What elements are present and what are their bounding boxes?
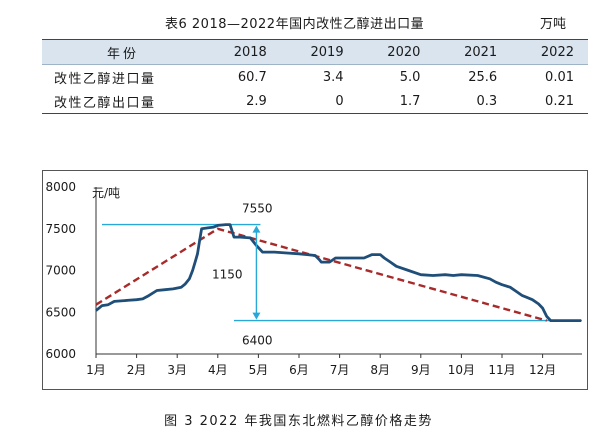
table-row: 改性乙醇出口量 2.9 0 1.7 0.3 0.21 <box>42 89 588 114</box>
high-value-label: 7550 <box>242 202 273 216</box>
y-tick-label: 7000 <box>45 264 76 278</box>
trend-dashed-line <box>95 227 548 322</box>
x-tick-label: 7月 <box>330 363 350 377</box>
table-cell: 5.0 <box>399 69 421 85</box>
y-tick-label: 7500 <box>45 222 76 236</box>
price-line <box>95 223 582 323</box>
table-caption: 表6 2018—2022年国内改性乙醇进出口量 万吨 <box>0 13 597 33</box>
header-cell: 2022 <box>511 39 588 65</box>
table-header-row: 年份 2018 2019 2020 2021 2022 <box>42 39 588 65</box>
header-cell: 2020 <box>357 39 435 65</box>
table-title: 表6 2018—2022年国内改性乙醇进出口量 <box>165 17 425 32</box>
table-cell: 1.7 <box>357 89 435 114</box>
x-tick-label: 9月 <box>411 363 431 377</box>
header-cell: 2019 <box>280 39 358 65</box>
x-tick-label: 3月 <box>167 363 187 377</box>
y-tick-label: 6500 <box>45 305 76 319</box>
table-cell: 3.4 <box>322 69 344 85</box>
table-cell: 25.6 <box>468 69 498 85</box>
chart-frame <box>42 170 588 390</box>
row-label: 改性乙醇出口量 <box>42 89 204 114</box>
y-tick-label: 8000 <box>45 180 76 194</box>
table-cell: 60.7 <box>237 69 267 85</box>
y-tick-label: 6000 <box>45 347 76 361</box>
table-cell: 0.3 <box>434 89 512 114</box>
import-export-table: 年份 2018 2019 2020 2021 2022 改性乙醇进口量 60.7… <box>42 39 588 114</box>
x-tick-label: 4月 <box>208 363 228 377</box>
low-value-label: 6400 <box>242 334 273 348</box>
table-unit: 万吨 <box>540 17 567 32</box>
x-tick-label: 10月 <box>448 363 475 377</box>
header-cell: 2021 <box>434 39 512 65</box>
x-tick-label: 6月 <box>289 363 309 377</box>
y-axis-label: 元/吨 <box>92 186 120 200</box>
header-cell-year: 年份 <box>42 39 204 65</box>
range-value-label: 1150 <box>212 268 243 282</box>
table-cell: 0.21 <box>511 89 588 114</box>
x-tick-label: 12月 <box>529 363 556 377</box>
table-cell: 0 <box>280 89 358 114</box>
x-tick-label: 2月 <box>127 363 147 377</box>
header-cell: 2018 <box>204 39 281 65</box>
table-cell: 0.01 <box>545 69 574 85</box>
x-tick-label: 8月 <box>370 363 390 377</box>
figure-caption: 图 3 2022 年我国东北燃料乙醇价格走势 <box>164 414 433 429</box>
price-chart: 8000 7500 7000 6500 6000 元/吨 1月 2月 3月 4月 5月 6月 7月 8月 9… <box>45 180 582 377</box>
range-arrow-head-down <box>252 312 261 320</box>
table-cell: 2.9 <box>204 89 281 114</box>
table-row: 改性乙醇进口量 60.7 3.4 5.0 25.6 0.01 <box>42 65 588 90</box>
x-tick-label: 1月 <box>86 363 106 377</box>
x-tick-label: 11月 <box>488 363 515 377</box>
range-arrow-head-up <box>252 225 261 233</box>
x-tick-label: 5月 <box>249 363 269 377</box>
row-label: 改性乙醇进口量 <box>54 71 156 87</box>
